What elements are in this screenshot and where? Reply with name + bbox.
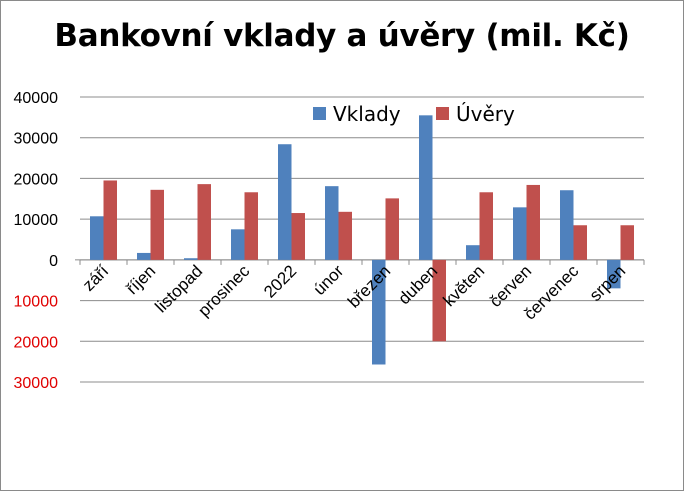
y-tick-label: 0 bbox=[49, 253, 58, 270]
x-tick-label: květen bbox=[439, 261, 488, 310]
bar-uvery-2 bbox=[197, 184, 211, 260]
x-tick-label: prosinec bbox=[194, 261, 253, 320]
x-tick-label: březen bbox=[344, 261, 394, 311]
bar-vklady-1 bbox=[137, 252, 151, 260]
bar-uvery-3 bbox=[244, 192, 258, 260]
y-tick-label: 20000 bbox=[14, 171, 59, 188]
y-tick-label: 20000 bbox=[14, 334, 59, 351]
bar-uvery-9 bbox=[526, 184, 540, 260]
x-tick-label: září bbox=[79, 261, 113, 295]
bar-vklady-7 bbox=[419, 115, 433, 260]
bar-vklady-10 bbox=[560, 190, 574, 260]
y-tick-label: 10000 bbox=[14, 294, 59, 311]
bar-vklady-11 bbox=[607, 259, 621, 289]
gridlines bbox=[75, 96, 645, 383]
chart-title: Bankovní vklady a úvěry (mil. Kč) bbox=[54, 18, 630, 54]
bar-vklady-6 bbox=[372, 259, 386, 365]
y-tick-label: 10000 bbox=[14, 212, 59, 229]
bar-uvery-8 bbox=[479, 192, 493, 260]
bar-vklady-2 bbox=[184, 258, 198, 260]
y-tick-label: 30000 bbox=[14, 131, 59, 148]
legend-label: Vklady bbox=[333, 102, 401, 126]
legend-label: Úvěry bbox=[456, 102, 515, 126]
y-tick-label: 30000 bbox=[14, 375, 59, 392]
y-tick-label: 40000 bbox=[14, 90, 59, 107]
legend-swatch bbox=[436, 107, 449, 120]
bar-uvery-5 bbox=[338, 211, 352, 260]
bar-uvery-6 bbox=[385, 198, 399, 260]
bar-uvery-0 bbox=[103, 180, 117, 260]
bar-vklady-3 bbox=[231, 229, 245, 260]
x-tick-label: únor bbox=[310, 261, 348, 299]
bars bbox=[90, 115, 634, 365]
bar-uvery-10 bbox=[573, 225, 587, 260]
bar-uvery-1 bbox=[150, 189, 164, 260]
legend-swatch bbox=[313, 107, 326, 120]
x-tick-label: říjen bbox=[123, 261, 160, 298]
bar-uvery-11 bbox=[620, 225, 634, 260]
bar-vklady-9 bbox=[513, 207, 527, 260]
bar-vklady-8 bbox=[466, 245, 480, 260]
legend: Vklady Úvěry bbox=[313, 102, 515, 126]
x-tick-label: 2022 bbox=[260, 261, 300, 301]
y-axis-ticks: 40000 30000 20000 10000 0 10000 20000 30000 bbox=[14, 90, 59, 392]
bar-vklady-0 bbox=[90, 216, 104, 260]
bar-vklady-4 bbox=[278, 144, 292, 260]
bar-uvery-4 bbox=[291, 213, 305, 260]
bar-uvery-7 bbox=[432, 259, 446, 342]
bar-vklady-5 bbox=[325, 186, 339, 260]
